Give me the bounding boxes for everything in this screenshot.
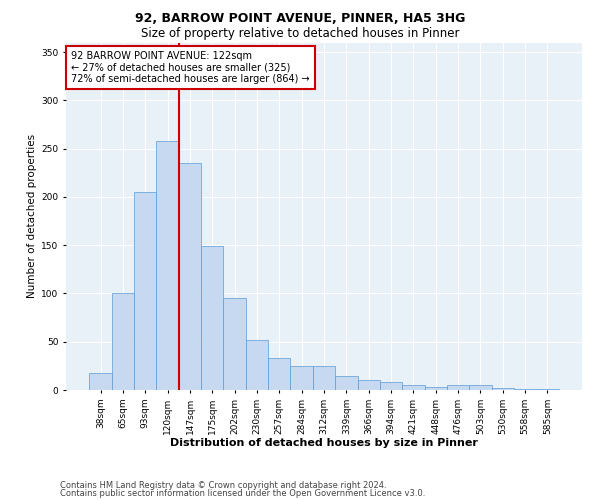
- Bar: [514, 389, 536, 390]
- Bar: [134, 192, 157, 390]
- Y-axis label: Number of detached properties: Number of detached properties: [27, 134, 37, 298]
- Bar: [223, 298, 246, 390]
- Bar: [380, 382, 402, 390]
- Bar: [313, 366, 335, 390]
- Bar: [335, 376, 358, 390]
- Bar: [425, 387, 447, 390]
- Bar: [469, 385, 491, 390]
- Bar: [447, 385, 469, 390]
- Text: Contains HM Land Registry data © Crown copyright and database right 2024.: Contains HM Land Registry data © Crown c…: [60, 481, 386, 490]
- Bar: [402, 385, 425, 390]
- Bar: [491, 388, 514, 390]
- Bar: [89, 372, 112, 390]
- Bar: [536, 389, 559, 390]
- Text: 92 BARROW POINT AVENUE: 122sqm
← 27% of detached houses are smaller (325)
72% of: 92 BARROW POINT AVENUE: 122sqm ← 27% of …: [71, 51, 310, 84]
- Bar: [112, 294, 134, 390]
- Text: Size of property relative to detached houses in Pinner: Size of property relative to detached ho…: [141, 28, 459, 40]
- Bar: [290, 366, 313, 390]
- Bar: [157, 141, 179, 390]
- Bar: [268, 358, 290, 390]
- Bar: [201, 246, 223, 390]
- Bar: [246, 340, 268, 390]
- Bar: [179, 163, 201, 390]
- Bar: [358, 380, 380, 390]
- X-axis label: Distribution of detached houses by size in Pinner: Distribution of detached houses by size …: [170, 438, 478, 448]
- Text: 92, BARROW POINT AVENUE, PINNER, HA5 3HG: 92, BARROW POINT AVENUE, PINNER, HA5 3HG: [135, 12, 465, 26]
- Text: Contains public sector information licensed under the Open Government Licence v3: Contains public sector information licen…: [60, 488, 425, 498]
